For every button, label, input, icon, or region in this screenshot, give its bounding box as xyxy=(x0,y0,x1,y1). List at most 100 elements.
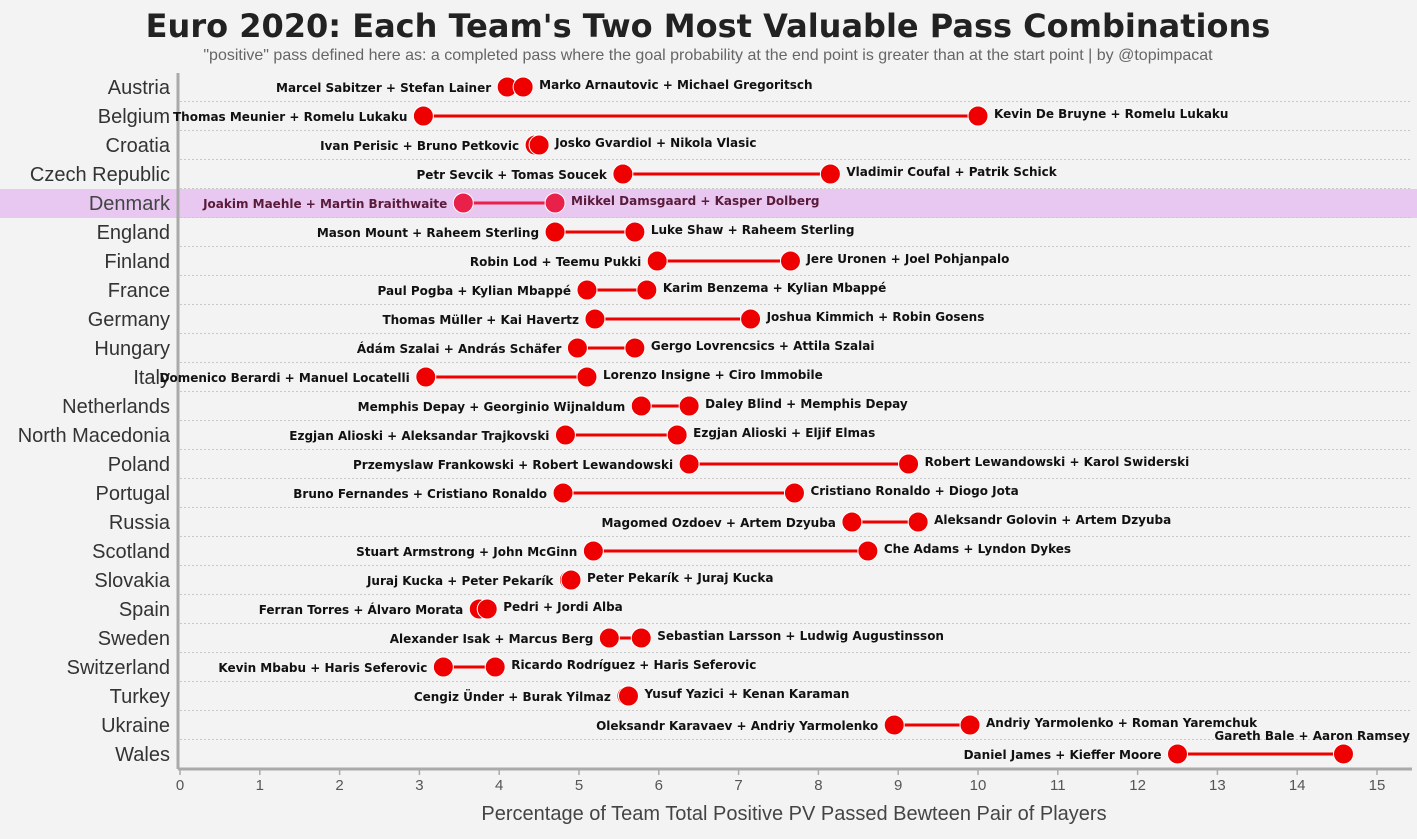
high-pair-label: Daley Blind + Memphis Depay xyxy=(705,397,908,411)
high-pair-label: Vladimir Coufal + Patrik Schick xyxy=(846,165,1057,179)
high-pair-label: Pedri + Jordi Alba xyxy=(503,600,623,614)
team-label: Poland xyxy=(108,454,170,476)
high-point xyxy=(666,424,688,446)
low-pair-label: Petr Sevcik + Tomas Soucek xyxy=(416,168,607,182)
team-label: Austria xyxy=(108,77,171,99)
axes: 0 1 2 3 4 5 6 7 8 9 10 11 12 13 14 15 xyxy=(176,73,1412,794)
high-point xyxy=(857,540,879,562)
high-point xyxy=(476,598,498,620)
high-point xyxy=(630,627,652,649)
high-point xyxy=(544,192,566,214)
low-point xyxy=(544,221,566,243)
low-pair-label: Joakim Maehle + Martin Braithwaite xyxy=(202,197,447,211)
x-tick-label: 5 xyxy=(575,777,583,794)
low-pair-label: Oleksandr Karavaev + Andriy Yarmolenko xyxy=(596,719,878,733)
high-pair-label: Gergo Lovrencsics + Attila Szalai xyxy=(651,339,875,353)
team-label: Germany xyxy=(88,309,170,331)
low-pair-label: Memphis Depay + Georginio Wijnaldum xyxy=(358,400,626,414)
team-label: Russia xyxy=(109,512,171,534)
high-point xyxy=(624,221,646,243)
team-label: Sweden xyxy=(98,628,170,650)
low-pair-label: Paul Pogba + Kylian Mbappé xyxy=(377,284,570,298)
team-label: Croatia xyxy=(106,135,171,157)
team-label: Wales xyxy=(115,744,170,766)
team-label: Hungary xyxy=(94,338,170,360)
low-pair-label: Thomas Meunier + Romelu Lukaku xyxy=(173,110,407,124)
x-tick-label: 15 xyxy=(1369,777,1386,794)
x-tick-label: 13 xyxy=(1209,777,1226,794)
x-tick-label: 2 xyxy=(335,777,343,794)
high-pair-label: Andriy Yarmolenko + Roman Yaremchuk xyxy=(986,716,1258,730)
highlight-bands xyxy=(0,189,1417,218)
x-tick-label: 6 xyxy=(655,777,663,794)
low-pair-label: Mason Mount + Raheem Sterling xyxy=(317,226,539,240)
team-label: Denmark xyxy=(89,193,171,215)
team-label: France xyxy=(108,280,170,302)
low-pair-label: Przemyslaw Frankowski + Robert Lewandows… xyxy=(353,458,673,472)
high-point xyxy=(779,250,801,272)
low-point xyxy=(576,279,598,301)
high-pair-label: Marko Arnautovic + Michael Gregoritsch xyxy=(539,78,812,92)
team-label: Belgium xyxy=(98,106,170,128)
team-label: Portugal xyxy=(96,483,171,505)
x-tick-label: 12 xyxy=(1129,777,1146,794)
high-pair-label: Aleksandr Golovin + Artem Dzyuba xyxy=(934,513,1171,527)
low-pair-label: Ádám Szalai + András Schäfer xyxy=(357,341,562,356)
low-point xyxy=(1167,743,1188,765)
x-tick-label: 14 xyxy=(1289,777,1306,794)
high-pair-label: Robert Lewandowski + Karol Swiderski xyxy=(925,455,1190,469)
high-pair-label: Cristiano Ronaldo + Diogo Jota xyxy=(810,484,1018,498)
row-gridlines xyxy=(180,101,1412,769)
low-pair-label: Magomed Ozdoev + Artem Dzyuba xyxy=(601,516,835,530)
low-point xyxy=(582,540,604,562)
high-point xyxy=(907,511,929,533)
high-point xyxy=(898,453,920,475)
x-tick-label: 7 xyxy=(734,777,742,794)
high-pair-label: Karim Benzema + Kylian Mbappé xyxy=(663,281,886,295)
low-point xyxy=(678,453,700,475)
low-point xyxy=(841,511,863,533)
high-point xyxy=(484,656,506,678)
low-point xyxy=(598,627,620,649)
high-pair-label: Yusuf Yazici + Kenan Karaman xyxy=(643,687,849,701)
low-point xyxy=(552,482,574,504)
high-pair-label: Kevin De Bruyne + Romelu Lukaku xyxy=(994,107,1228,121)
high-pair-label: Josko Gvardiol + Nikola Vlasic xyxy=(554,136,756,150)
team-label: Netherlands xyxy=(62,396,170,418)
high-pair-label: Mikkel Damsgaard + Kasper Dolberg xyxy=(571,194,819,208)
team-label: Spain xyxy=(119,599,170,621)
x-tick-label: 10 xyxy=(970,777,987,794)
highlight-band xyxy=(0,189,1417,218)
high-point xyxy=(678,395,700,417)
high-point xyxy=(560,569,582,591)
high-pair-label: Joshua Kimmich + Robin Gosens xyxy=(766,310,985,324)
low-point xyxy=(452,192,474,214)
low-pair-label: Robin Lod + Teemu Pukki xyxy=(470,255,641,269)
high-point xyxy=(959,714,981,736)
high-point xyxy=(624,337,646,359)
x-tick-label: 0 xyxy=(176,777,184,794)
x-tick-label: 4 xyxy=(495,777,503,794)
high-point xyxy=(512,76,534,98)
high-point xyxy=(967,105,989,127)
low-point xyxy=(554,424,576,446)
high-pair-label: Ricardo Rodríguez + Haris Seferovic xyxy=(511,658,756,672)
x-tick-label: 1 xyxy=(256,777,264,794)
chart-subtitle: "positive" pass defined here as: a compl… xyxy=(203,47,1213,64)
chart-title: Euro 2020: Each Team's Two Most Valuable… xyxy=(146,7,1271,45)
low-pair-label: Domenico Berardi + Manuel Locatelli xyxy=(160,371,410,385)
team-label: Slovakia xyxy=(94,570,170,592)
low-point xyxy=(630,395,652,417)
low-point xyxy=(612,163,634,185)
x-tick-label: 9 xyxy=(894,777,902,794)
low-pair-label: Stuart Armstrong + John McGinn xyxy=(356,545,577,559)
low-pair-label: Bruno Fernandes + Cristiano Ronaldo xyxy=(293,487,547,501)
high-pair-label: Ezgjan Alioski + Eljif Elmas xyxy=(693,426,875,440)
high-pair-label: Luke Shaw + Raheem Sterling xyxy=(651,223,855,237)
x-tick-label: 3 xyxy=(415,777,423,794)
high-point xyxy=(636,279,658,301)
low-pair-label: Marcel Sabitzer + Stefan Lainer xyxy=(276,81,491,95)
low-point xyxy=(646,250,668,272)
low-point xyxy=(566,337,588,359)
x-tick-label: 11 xyxy=(1050,777,1066,794)
